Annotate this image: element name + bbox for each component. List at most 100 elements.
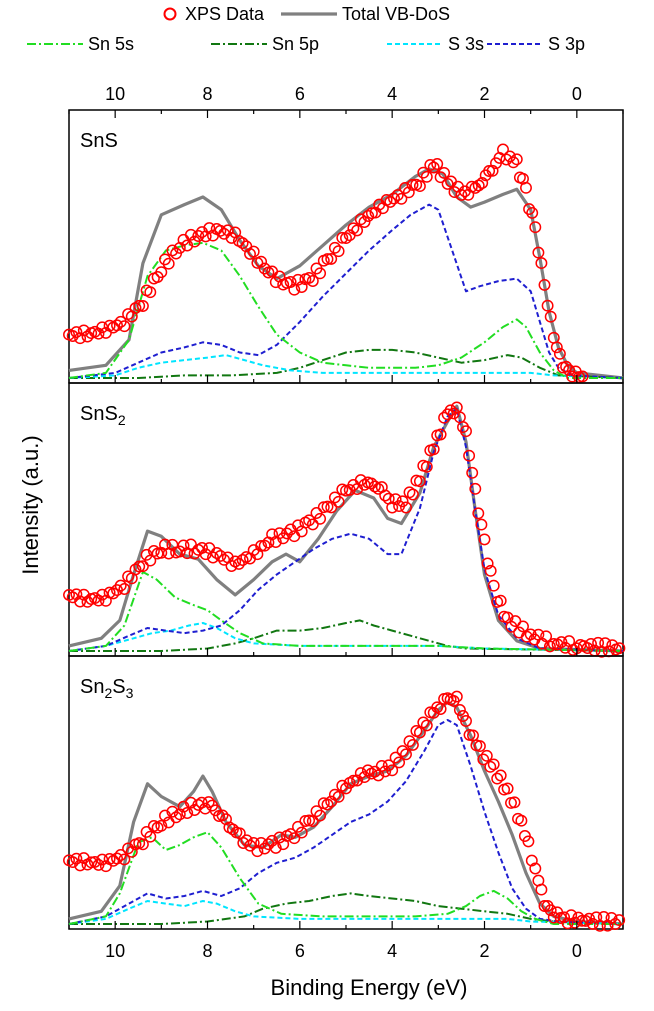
xps-data-point xyxy=(310,507,323,519)
xps-data-point xyxy=(463,449,476,462)
xps-data-point xyxy=(460,425,472,438)
xps-data-point xyxy=(466,466,479,479)
xps-data-point xyxy=(444,404,457,417)
xps-data-point xyxy=(88,855,101,868)
xps-data-point xyxy=(262,838,275,851)
xps-data-point xyxy=(396,495,409,508)
series-total-line xyxy=(68,700,624,926)
bottom-tick-label: 6 xyxy=(295,941,305,961)
xps-data-point xyxy=(325,501,338,514)
xps-data-point xyxy=(255,539,268,552)
xps-data-point xyxy=(420,460,433,473)
top-tick-label: 0 xyxy=(572,84,582,104)
xps-data-point xyxy=(173,545,186,558)
xps-data-point xyxy=(413,726,426,739)
legend-label: S 3p xyxy=(548,34,585,54)
xps-data-point xyxy=(605,911,618,924)
xps-data-point xyxy=(472,179,485,192)
xps-data-point xyxy=(255,255,268,268)
legend-label: XPS Data xyxy=(185,4,265,24)
panels: SnS SnS2 Sn2S3 xyxy=(63,109,626,932)
xps-data-point xyxy=(325,252,338,265)
series-s3s-line xyxy=(68,900,624,925)
xps-data-point xyxy=(196,541,208,554)
xps-data-point xyxy=(438,411,451,424)
panel-1: SnS xyxy=(63,109,624,384)
xps-data-point xyxy=(321,253,334,266)
xps-data-point xyxy=(403,735,416,748)
xps-data-point xyxy=(563,364,576,377)
series-sn5s-line xyxy=(68,831,623,925)
xps-data-point xyxy=(427,161,440,174)
xps-data-point xyxy=(192,230,205,242)
xps-data-point xyxy=(507,156,520,169)
xps-data-point xyxy=(144,830,157,843)
xps-data-point xyxy=(535,257,548,270)
xps-data-point xyxy=(384,195,397,208)
xps-data-point xyxy=(480,749,493,762)
xps-data-point xyxy=(247,245,260,258)
xps-data-point xyxy=(417,166,430,179)
xps-data-point xyxy=(70,588,83,601)
xps-data-point xyxy=(92,327,105,340)
xps-data-point xyxy=(118,853,131,866)
xps-data-point xyxy=(96,853,109,866)
xps-data-point xyxy=(540,630,553,643)
panel-label: Sn2S3 xyxy=(80,676,134,701)
xps-data-point xyxy=(427,443,440,456)
xps-data-point xyxy=(314,267,327,280)
series-s3p-line xyxy=(68,203,624,379)
xps-data-point xyxy=(332,495,345,508)
xps-data-point xyxy=(332,790,345,803)
xps-data-point xyxy=(321,798,334,811)
xps-data-point xyxy=(166,244,179,257)
xps-data-point xyxy=(111,319,123,332)
xps-data-point xyxy=(292,273,304,286)
xps-data-point xyxy=(351,774,364,787)
xps-data-point xyxy=(232,557,245,570)
xps-data-point xyxy=(111,852,123,865)
xps-data-point xyxy=(306,815,319,828)
xps-data-point xyxy=(214,224,227,237)
y-axis-label: Intensity (a.u.) xyxy=(18,435,43,574)
xps-data-point xyxy=(236,237,249,250)
top-tick-label: 10 xyxy=(105,84,125,104)
xps-data-point xyxy=(118,583,131,595)
xps-data-point xyxy=(133,560,146,573)
xps-data-point xyxy=(303,514,316,527)
legend-item: S 3p xyxy=(487,34,585,54)
xps-data-point xyxy=(503,150,516,163)
xps-data-point xyxy=(535,883,548,896)
xps-data-point xyxy=(155,266,168,279)
panel-2: SnS2 xyxy=(63,382,626,658)
bottom-tick-label: 0 xyxy=(572,941,582,961)
xps-data-point xyxy=(529,221,542,234)
xps-data-point xyxy=(475,518,488,531)
xps-data-point xyxy=(74,595,87,608)
xps-data-point xyxy=(538,900,551,912)
panel-label: SnS2 xyxy=(80,403,126,428)
xps-data-point xyxy=(306,275,319,287)
xps-data-point xyxy=(226,823,239,836)
xps-data-point xyxy=(472,507,485,520)
xps-data-point xyxy=(406,488,419,501)
xps-data-point xyxy=(400,748,412,761)
xps-data-point xyxy=(358,216,371,228)
xps-data-point xyxy=(379,489,392,502)
xps-data-point xyxy=(565,909,578,922)
top-tick-label: 2 xyxy=(479,84,489,104)
xps-data-point xyxy=(306,518,319,531)
xps-data-point xyxy=(541,299,554,312)
xps-data-point xyxy=(434,428,447,441)
bottom-tick-label: 8 xyxy=(202,941,212,961)
panel-frame xyxy=(68,382,624,657)
xps-data-point xyxy=(303,271,316,284)
xps-data-point xyxy=(336,231,349,244)
xps-data-point xyxy=(273,831,286,844)
xps-data-point xyxy=(85,856,98,869)
xps-data-point xyxy=(450,690,463,703)
xps-data-point xyxy=(609,918,622,930)
xps-data-point xyxy=(560,360,573,373)
xps-data-point xyxy=(455,188,468,201)
xps-data-point xyxy=(469,482,482,495)
